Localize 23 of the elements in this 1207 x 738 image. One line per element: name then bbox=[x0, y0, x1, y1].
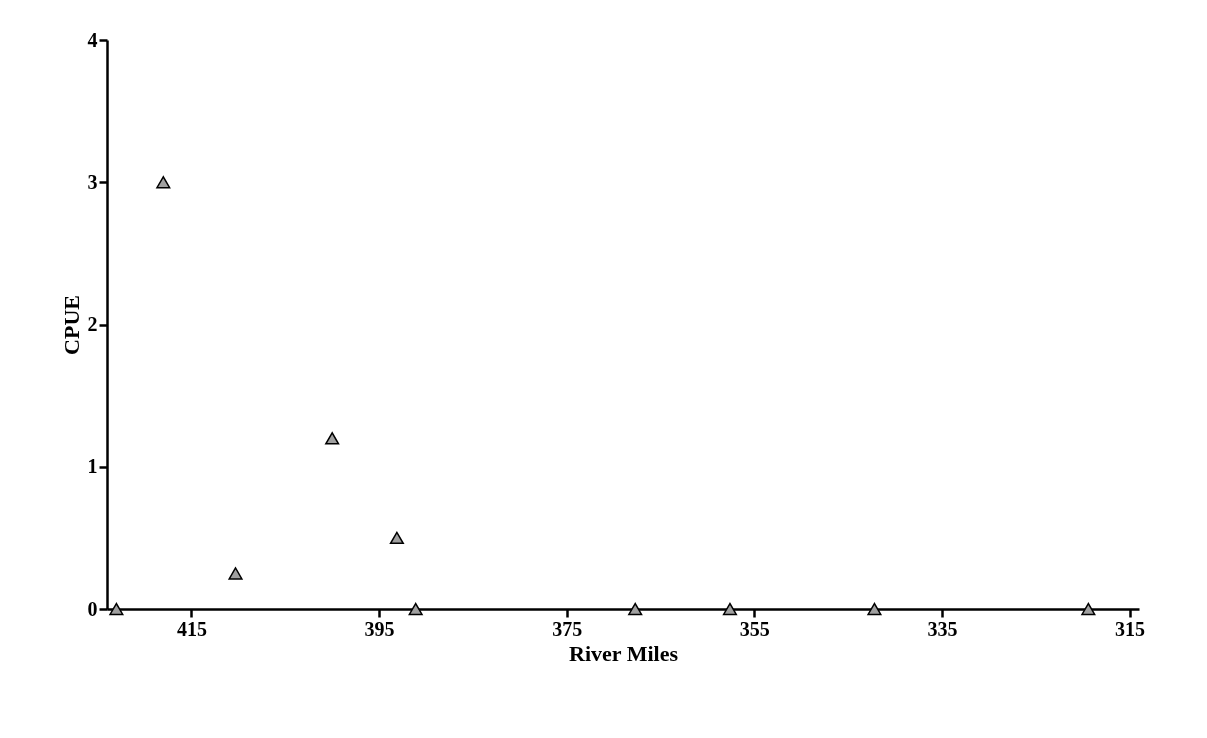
x-tick-label: 355 bbox=[739, 617, 770, 640]
y-tick-label: 3 bbox=[87, 170, 98, 193]
point bbox=[867, 602, 882, 616]
x-tick-label: 375 bbox=[552, 617, 583, 640]
y-tick-label: 4 bbox=[87, 28, 98, 51]
x-tick-label: 415 bbox=[176, 617, 207, 640]
y-tick-label: 0 bbox=[87, 597, 98, 620]
y-tick-label: 2 bbox=[87, 313, 98, 335]
point bbox=[228, 567, 243, 580]
point bbox=[722, 602, 738, 616]
x-tick-label: 395 bbox=[364, 617, 395, 640]
y-axis-title: CPUE bbox=[58, 295, 84, 355]
point bbox=[408, 602, 423, 616]
x-axis-title: River Miles bbox=[569, 640, 679, 666]
x-tick-label: 315 bbox=[1115, 617, 1146, 640]
y-tick-label: 1 bbox=[87, 455, 98, 478]
point bbox=[1081, 602, 1096, 616]
x-tick-label: 335 bbox=[927, 617, 958, 640]
point bbox=[628, 602, 643, 616]
point bbox=[325, 432, 340, 445]
point bbox=[156, 176, 171, 189]
point bbox=[109, 602, 124, 616]
point bbox=[389, 531, 404, 545]
